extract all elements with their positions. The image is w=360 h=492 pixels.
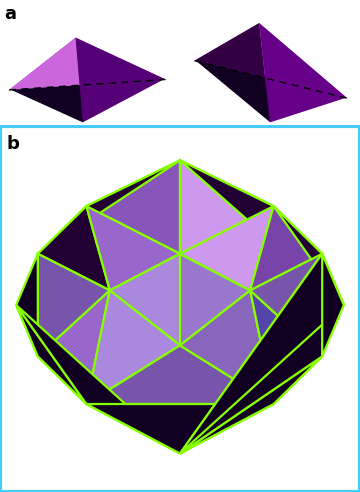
Polygon shape [194,23,270,123]
Polygon shape [38,254,110,356]
Polygon shape [322,254,344,356]
Polygon shape [180,254,344,454]
Polygon shape [86,345,274,404]
Polygon shape [16,305,180,454]
Polygon shape [180,356,322,454]
Polygon shape [110,254,180,345]
Polygon shape [250,254,322,356]
Polygon shape [180,254,250,345]
Polygon shape [194,61,347,123]
Polygon shape [16,254,38,356]
Polygon shape [250,290,322,404]
Text: a: a [4,5,16,23]
Polygon shape [38,160,180,254]
Polygon shape [38,206,110,290]
Polygon shape [180,290,274,404]
Polygon shape [274,206,344,305]
Polygon shape [9,79,166,123]
Polygon shape [180,160,274,254]
Polygon shape [9,37,166,90]
Polygon shape [180,254,322,454]
Polygon shape [250,206,322,290]
Polygon shape [86,404,274,454]
Polygon shape [194,23,347,98]
Polygon shape [9,37,83,123]
Polygon shape [76,37,166,123]
Polygon shape [86,290,180,404]
Polygon shape [16,305,86,404]
Text: b: b [6,135,19,153]
Polygon shape [86,160,180,254]
Polygon shape [38,290,110,404]
Polygon shape [180,160,344,305]
Polygon shape [86,206,180,290]
Polygon shape [259,23,347,123]
Polygon shape [180,206,274,290]
